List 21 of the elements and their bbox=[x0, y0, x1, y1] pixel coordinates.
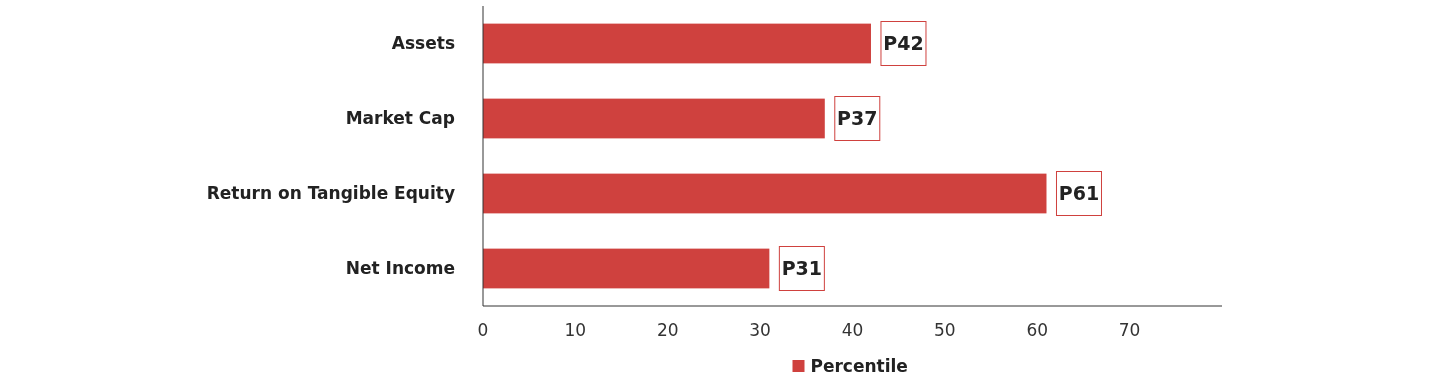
x-tick-label: 20 bbox=[656, 320, 679, 340]
data-label: P37 bbox=[837, 107, 878, 130]
data-label: P31 bbox=[781, 257, 823, 280]
y-tick-label: Market Cap bbox=[345, 108, 455, 129]
x-tick-label: 0 bbox=[477, 320, 489, 340]
bar bbox=[483, 98, 825, 139]
x-tick-label: 10 bbox=[564, 320, 587, 340]
y-tick-label: Net Income bbox=[345, 258, 455, 279]
x-tick-label: 30 bbox=[749, 320, 771, 340]
bar bbox=[483, 23, 871, 64]
x-tick-label: 40 bbox=[841, 320, 864, 340]
bar bbox=[483, 248, 770, 289]
legend-label: Percentile bbox=[810, 355, 908, 375]
x-tick-label: 50 bbox=[934, 320, 956, 340]
y-tick-label: Assets bbox=[391, 33, 455, 54]
bar bbox=[483, 173, 1047, 214]
data-label: P61 bbox=[1058, 182, 1100, 205]
y-tick-label: Return on Tangible Equity bbox=[206, 183, 455, 204]
data-label: P42 bbox=[883, 32, 924, 55]
x-tick-label: 70 bbox=[1118, 320, 1141, 340]
x-tick-label: 60 bbox=[1026, 320, 1049, 340]
